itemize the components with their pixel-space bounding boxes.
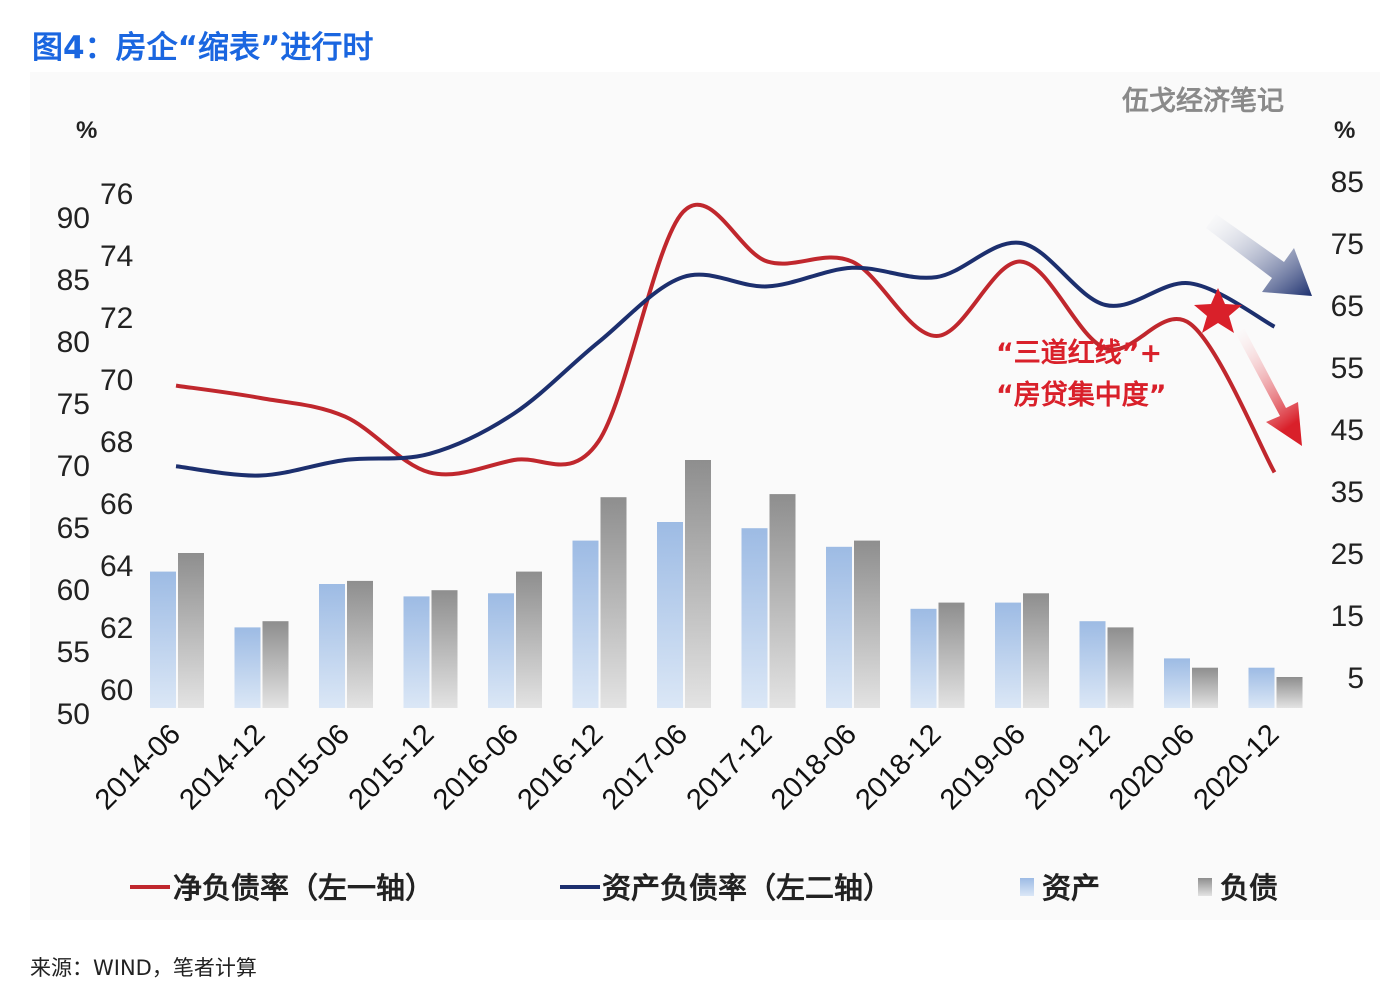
asset-bar	[1248, 667, 1275, 708]
right-tick-label: 25	[1331, 538, 1364, 571]
left-inner-tick-label: 62	[100, 612, 133, 645]
source-note: 来源：WIND，笔者计算	[30, 956, 257, 980]
liability-bar	[1023, 593, 1049, 708]
legend: 净负债率（左一轴） 资产负债率（左二轴） 资产 负债	[130, 871, 1278, 905]
asset-bar	[572, 540, 599, 708]
chart-area: 90 85 80 75 70 65 60 55 50 76 74 72 70 68 66 64 62 60 85…	[30, 72, 1380, 920]
legend-swatch-assets	[1020, 878, 1034, 896]
right-tick-label: 45	[1331, 414, 1364, 447]
asset-liability-ratio-line	[175, 240, 1276, 478]
blue-trend-arrow-icon	[1206, 214, 1312, 296]
red-trend-arrow-icon	[1236, 328, 1302, 446]
watermark-text: 伍戈经济笔记	[1122, 85, 1284, 117]
chart-svg: 90 85 80 75 70 65 60 55 50 76 74 72 70 68 66 64 62 60 85…	[30, 72, 1380, 920]
right-tick-label: 35	[1331, 476, 1364, 509]
legend-label-assets: 资产	[1042, 871, 1100, 905]
bar-group	[150, 460, 1303, 708]
liability-bar	[178, 553, 204, 708]
left-outer-tick-label: 75	[57, 388, 90, 421]
legend-label-asset-liability: 资产负债率（左二轴）	[602, 871, 892, 905]
asset-bar	[910, 608, 937, 708]
left-inner-axis: 76 74 72 70 68 66 64 62 60	[100, 178, 133, 707]
left-axis-unit: %	[76, 117, 97, 144]
left-inner-tick-label: 66	[100, 488, 133, 521]
left-outer-tick-label: 80	[57, 326, 90, 359]
figure-title: 图4：房企“缩表”进行时	[32, 30, 374, 66]
liability-bar	[685, 460, 711, 708]
liability-bar	[1276, 677, 1303, 708]
liability-bar	[431, 590, 458, 708]
asset-bar	[995, 602, 1021, 708]
right-tick-label: 85	[1331, 166, 1364, 199]
left-outer-tick-label: 55	[57, 636, 90, 669]
liability-bar	[769, 494, 796, 708]
right-axis: 85 75 65 55 45 35 25 15 5	[1331, 166, 1364, 695]
left-inner-tick-label: 68	[100, 426, 133, 459]
right-axis-unit: %	[1334, 117, 1355, 144]
legend-label-liabilities: 负债	[1220, 871, 1278, 905]
asset-bar	[741, 528, 768, 708]
right-tick-label: 65	[1331, 290, 1364, 323]
left-inner-tick-label: 72	[100, 302, 133, 335]
asset-bar	[488, 593, 514, 708]
liability-bar	[347, 580, 373, 708]
liability-bar	[1107, 627, 1134, 708]
liability-bar	[516, 571, 542, 708]
net-debt-ratio-line	[175, 202, 1277, 477]
liability-bar	[938, 602, 965, 708]
left-outer-tick-label: 70	[57, 450, 90, 483]
asset-bar	[657, 522, 683, 708]
star-marker-icon	[1194, 288, 1242, 333]
left-outer-tick-label: 50	[57, 698, 90, 731]
left-inner-tick-label: 74	[100, 240, 133, 273]
legend-label-net-debt: 净负债率（左一轴）	[173, 871, 434, 905]
asset-bar	[1164, 658, 1190, 708]
asset-bar	[319, 584, 345, 708]
annotation-line-2: “房贷集中度”	[996, 379, 1167, 411]
legend-swatch-liabilities	[1198, 878, 1212, 896]
liability-bar	[854, 540, 880, 708]
left-outer-tick-label: 65	[57, 512, 90, 545]
liability-bar	[1192, 667, 1218, 708]
asset-bar	[403, 596, 430, 708]
asset-bar	[234, 627, 261, 708]
liability-bar	[262, 621, 289, 708]
left-inner-tick-label: 76	[100, 178, 133, 211]
annotation-line-1: “三道红线”+	[996, 337, 1162, 369]
asset-bar	[1079, 621, 1106, 708]
asset-bar	[826, 546, 852, 708]
right-tick-label: 55	[1331, 352, 1364, 385]
right-tick-label: 75	[1331, 228, 1364, 261]
asset-bar	[150, 571, 176, 708]
right-tick-label: 5	[1347, 662, 1364, 695]
left-outer-axis: 90 85 80 75 70 65 60 55 50	[57, 202, 90, 731]
left-outer-tick-label: 60	[57, 574, 90, 607]
left-outer-tick-label: 85	[57, 264, 90, 297]
left-outer-tick-label: 90	[57, 202, 90, 235]
left-inner-tick-label: 70	[100, 364, 133, 397]
left-inner-tick-label: 64	[100, 550, 133, 583]
left-inner-tick-label: 60	[100, 674, 133, 707]
line-group	[175, 202, 1277, 478]
right-tick-label: 15	[1331, 600, 1364, 633]
liability-bar	[600, 497, 627, 708]
